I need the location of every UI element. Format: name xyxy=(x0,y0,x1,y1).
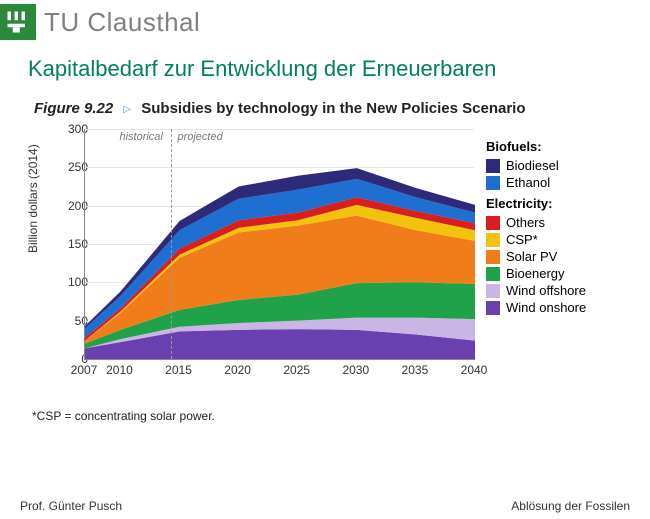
legend-swatch-icon xyxy=(486,250,500,264)
x-tick-label: 2007 xyxy=(71,363,98,377)
legend-label: Biodiesel xyxy=(506,158,559,173)
figure-footnote: *CSP = concentrating solar power. xyxy=(32,409,650,423)
page-title: Kapitalbedarf zur Entwicklung der Erneue… xyxy=(28,56,650,82)
university-name: TU Clausthal xyxy=(44,7,200,38)
legend-item: Wind onshore xyxy=(486,300,586,315)
legend-swatch-icon xyxy=(486,233,500,247)
legend-group-title: Biofuels: xyxy=(486,139,586,154)
legend-swatch-icon xyxy=(486,284,500,298)
footer-right: Ablösung der Fossilen xyxy=(511,499,630,513)
legend: Biofuels: Biodiesel Ethanol Electricity: Oth… xyxy=(486,133,586,317)
legend-swatch-icon xyxy=(486,301,500,315)
legend-item: CSP* xyxy=(486,232,586,247)
x-tick-label: 2030 xyxy=(342,363,369,377)
figure-caption: Figure 9.22 ▷ Subsidies by technology in… xyxy=(34,100,650,117)
x-tick-label: 2015 xyxy=(165,363,192,377)
legend-item: Others xyxy=(486,215,586,230)
logo-glyph-icon xyxy=(4,8,32,36)
historical-projected-divider xyxy=(171,129,172,359)
legend-label: Others xyxy=(506,215,545,230)
legend-swatch-icon xyxy=(486,159,500,173)
figure-title: Subsidies by technology in the New Polic… xyxy=(141,100,525,117)
legend-label: Bioenergy xyxy=(506,266,565,281)
footer: Prof. Günter Pusch Ablösung der Fossilen xyxy=(0,499,650,513)
legend-label: Solar PV xyxy=(506,249,557,264)
chart-area: Billion dollars (2014) 05010015020025030… xyxy=(28,123,628,403)
header: TU Clausthal xyxy=(0,0,650,42)
legend-label: CSP* xyxy=(506,232,538,247)
legend-label: Wind onshore xyxy=(506,300,586,315)
figure-number: Figure 9.22 xyxy=(34,100,113,117)
y-axis-label: Billion dollars (2014) xyxy=(26,144,40,253)
legend-item: Solar PV xyxy=(486,249,586,264)
university-logo xyxy=(0,4,36,40)
x-tick-label: 2035 xyxy=(402,363,429,377)
x-tick-label: 2040 xyxy=(461,363,488,377)
stacked-area-svg xyxy=(85,129,475,359)
x-tick-label: 2025 xyxy=(283,363,310,377)
x-tick-label: 2020 xyxy=(224,363,251,377)
historical-label: historical xyxy=(119,131,162,143)
legend-swatch-icon xyxy=(486,216,500,230)
legend-swatch-icon xyxy=(486,176,500,190)
legend-item: Biodiesel xyxy=(486,158,586,173)
legend-group-title: Electricity: xyxy=(486,196,586,211)
triangle-icon: ▷ xyxy=(123,104,131,115)
legend-item: Ethanol xyxy=(486,175,586,190)
x-tick-label: 2010 xyxy=(106,363,133,377)
plot-box xyxy=(84,129,475,360)
legend-item: Wind offshore xyxy=(486,283,586,298)
footer-left: Prof. Günter Pusch xyxy=(20,499,122,513)
legend-swatch-icon xyxy=(486,267,500,281)
legend-item: Bioenergy xyxy=(486,266,586,281)
projected-label: projected xyxy=(177,131,222,143)
legend-label: Ethanol xyxy=(506,175,550,190)
legend-label: Wind offshore xyxy=(506,283,586,298)
